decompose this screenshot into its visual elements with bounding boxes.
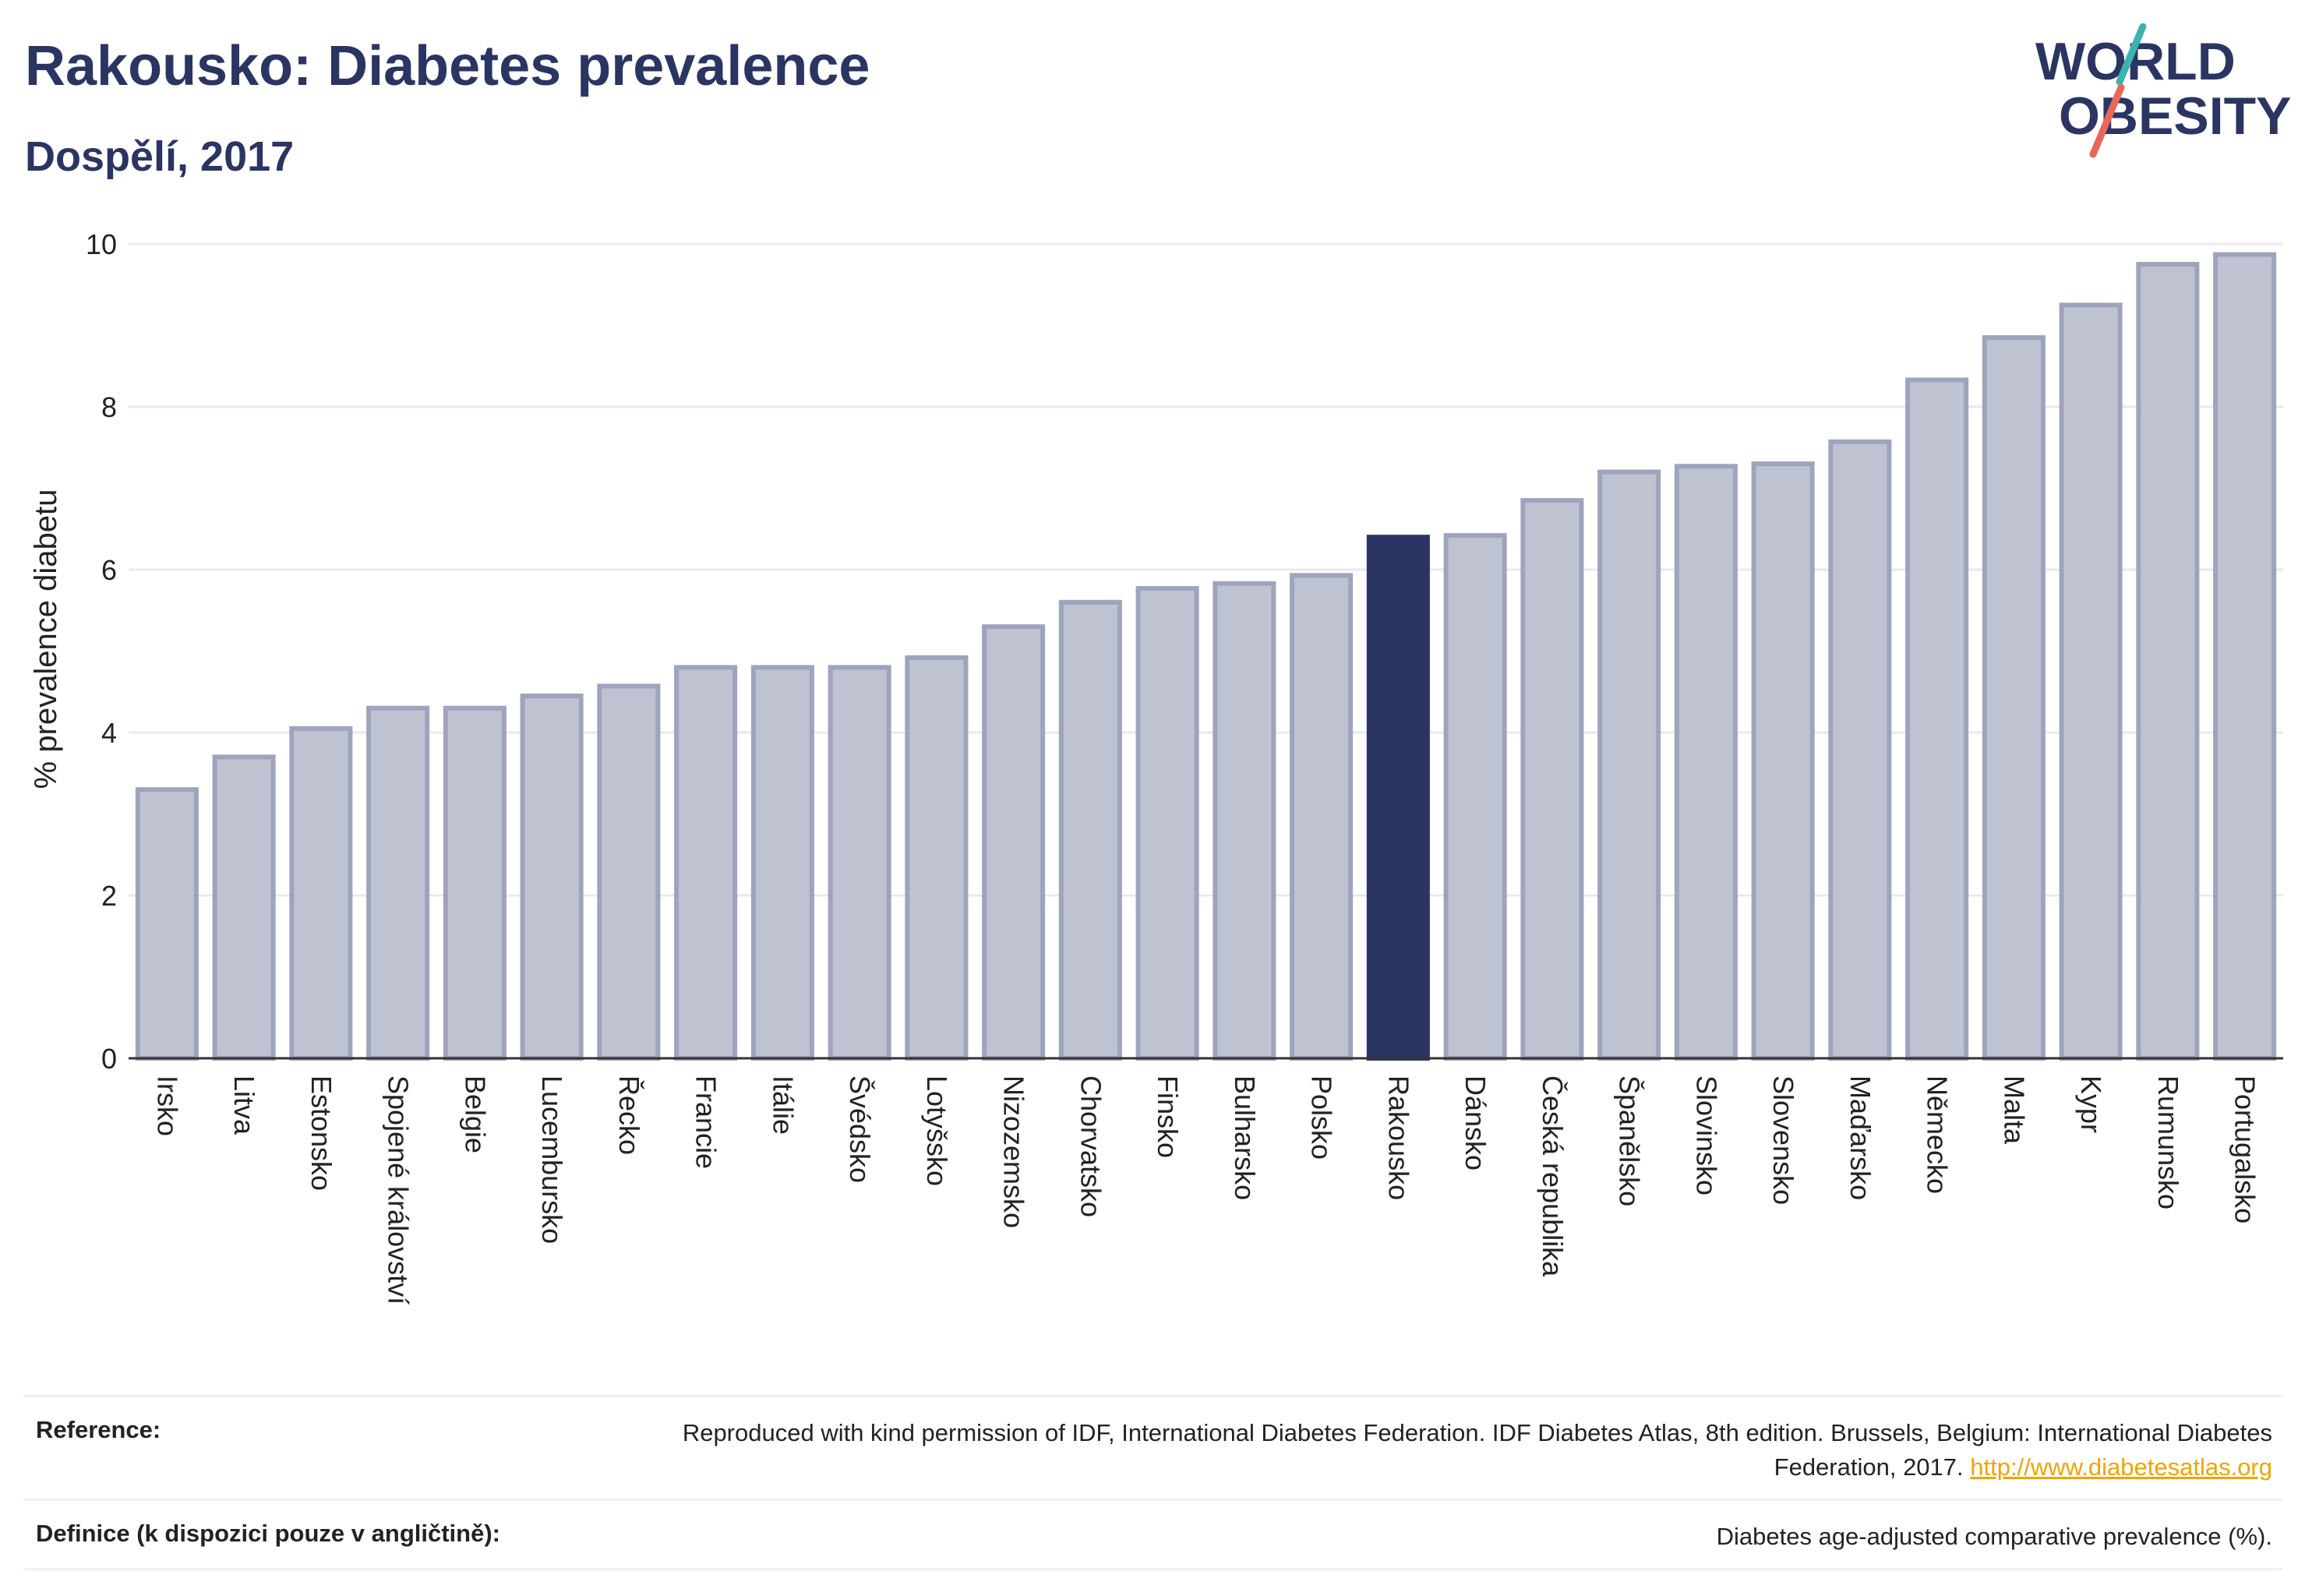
x-tick-label-24: Německo: [1922, 1075, 1954, 1194]
bar-5: [443, 705, 507, 1061]
x-tick-label-9: Itálie: [767, 1075, 799, 1135]
x-tick-label-1: Irsko: [151, 1075, 183, 1136]
x-tick-label-14: Finsko: [1152, 1075, 1184, 1158]
x-tick-label-3: Estonsko: [305, 1075, 337, 1191]
bar-25: [1982, 335, 2046, 1061]
reference-text: Reproduced with kind permission of IDF, …: [682, 1419, 2272, 1481]
y-axis-ticks: 0 2 4 6 8 10: [86, 228, 117, 1075]
x-tick-label-27: Rumunsko: [2152, 1075, 2184, 1209]
x-tick-label-10: Švédsko: [844, 1075, 876, 1183]
y-axis-label: % prevalence diabetu: [29, 489, 63, 789]
x-tick-label-22: Slovensko: [1767, 1075, 1799, 1205]
x-tick-label-16: Polsko: [1306, 1075, 1338, 1160]
x-tick-label-19: Česká republika: [1537, 1075, 1569, 1277]
x-tick-label-15: Bulharsko: [1229, 1075, 1261, 1200]
bar-22: [1751, 461, 1815, 1061]
x-tick-label-6: Lucembursko: [536, 1075, 568, 1244]
x-tick-label-21: Slovinsko: [1690, 1075, 1722, 1195]
bar-23: [1828, 439, 1892, 1061]
y-tick-label-6: 6: [101, 554, 117, 586]
x-axis-ticks: Irsko Litva Estonsko Spojené království Belg…: [151, 1075, 2261, 1305]
bar-18: [1443, 533, 1507, 1061]
bar-20: [1597, 469, 1661, 1061]
bar-12: [982, 624, 1046, 1061]
bar-8: [674, 665, 738, 1061]
definition-label: Definice (k dispozici pouze v angličtině…: [36, 1520, 500, 1547]
x-tick-label-25: Malta: [1998, 1075, 2030, 1145]
x-tick-label-13: Chorvatsko: [1075, 1075, 1107, 1217]
x-tick-label-5: Belgie: [459, 1075, 491, 1153]
logo-slash-teal: [2116, 23, 2147, 86]
bar-21: [1674, 464, 1738, 1061]
bar-26: [2059, 302, 2123, 1061]
x-tick-label-28: Portugalsko: [2229, 1075, 2261, 1223]
bar-3: [289, 726, 353, 1061]
x-tick-label-12: Nizozemsko: [998, 1075, 1030, 1228]
bar-10: [828, 665, 891, 1061]
bar-28: [2213, 252, 2277, 1061]
bar-11: [905, 655, 969, 1061]
bar-16: [1290, 573, 1354, 1061]
y-tick-label-2: 2: [101, 880, 117, 912]
x-tick-label-26: Kypr: [2075, 1075, 2107, 1133]
reference-label: Reference:: [36, 1416, 161, 1443]
x-tick-label-4: Spojené království: [383, 1075, 415, 1305]
definition-row: Definice (k dispozici pouze v angličtině…: [23, 1499, 2283, 1570]
bar-9: [750, 665, 814, 1061]
y-tick-label-0: 0: [101, 1043, 117, 1075]
x-tick-label-18: Dánsko: [1460, 1075, 1491, 1171]
x-tick-label-17: Rakousko: [1382, 1075, 1414, 1200]
reference-value: Reproduced with kind permission of IDF, …: [636, 1416, 2272, 1485]
bars: [135, 252, 2277, 1061]
chart-title: Rakousko: Diabetes prevalence: [25, 35, 870, 97]
x-tick-label-23: Maďarsko: [1844, 1075, 1876, 1200]
y-tick-label-8: 8: [101, 391, 117, 423]
bar-19: [1520, 498, 1584, 1061]
bar-1: [135, 787, 199, 1061]
x-tick-label-20: Španělsko: [1614, 1075, 1646, 1206]
chart-footer: Reference: Reproduced with kind permissi…: [23, 1395, 2283, 1570]
chart-subtitle: Dospělí, 2017: [25, 133, 295, 180]
bar-chart: 0 2 4 6 8 10 % prevalence diabetu Irsko Litva E…: [29, 228, 2283, 1305]
y-tick-label-4: 4: [101, 717, 117, 749]
y-tick-label-10: 10: [86, 228, 117, 260]
bar-7: [597, 683, 661, 1061]
bar-27: [2136, 262, 2200, 1061]
bar-14: [1135, 586, 1199, 1061]
world-obesity-logo: WORLD OBESITY: [2035, 23, 2291, 158]
definition-value: Diabetes age-adjusted comparative preval…: [1716, 1523, 2272, 1550]
bar-4: [366, 705, 430, 1061]
bar-17: [1366, 535, 1430, 1061]
reference-link[interactable]: http://www.diabetesatlas.org: [1970, 1453, 2272, 1481]
logo-slash-red: [2089, 83, 2125, 158]
bar-6: [520, 693, 584, 1061]
bar-2: [212, 754, 276, 1061]
x-tick-label-8: Francie: [690, 1075, 722, 1169]
bar-15: [1213, 581, 1276, 1061]
x-tick-label-7: Řecko: [613, 1075, 645, 1155]
x-tick-label-11: Lotyšsko: [921, 1075, 953, 1186]
x-tick-label-2: Litva: [228, 1075, 260, 1135]
reference-row: Reference: Reproduced with kind permissi…: [23, 1395, 2283, 1499]
bar-13: [1058, 599, 1122, 1061]
bar-24: [1905, 377, 1969, 1061]
